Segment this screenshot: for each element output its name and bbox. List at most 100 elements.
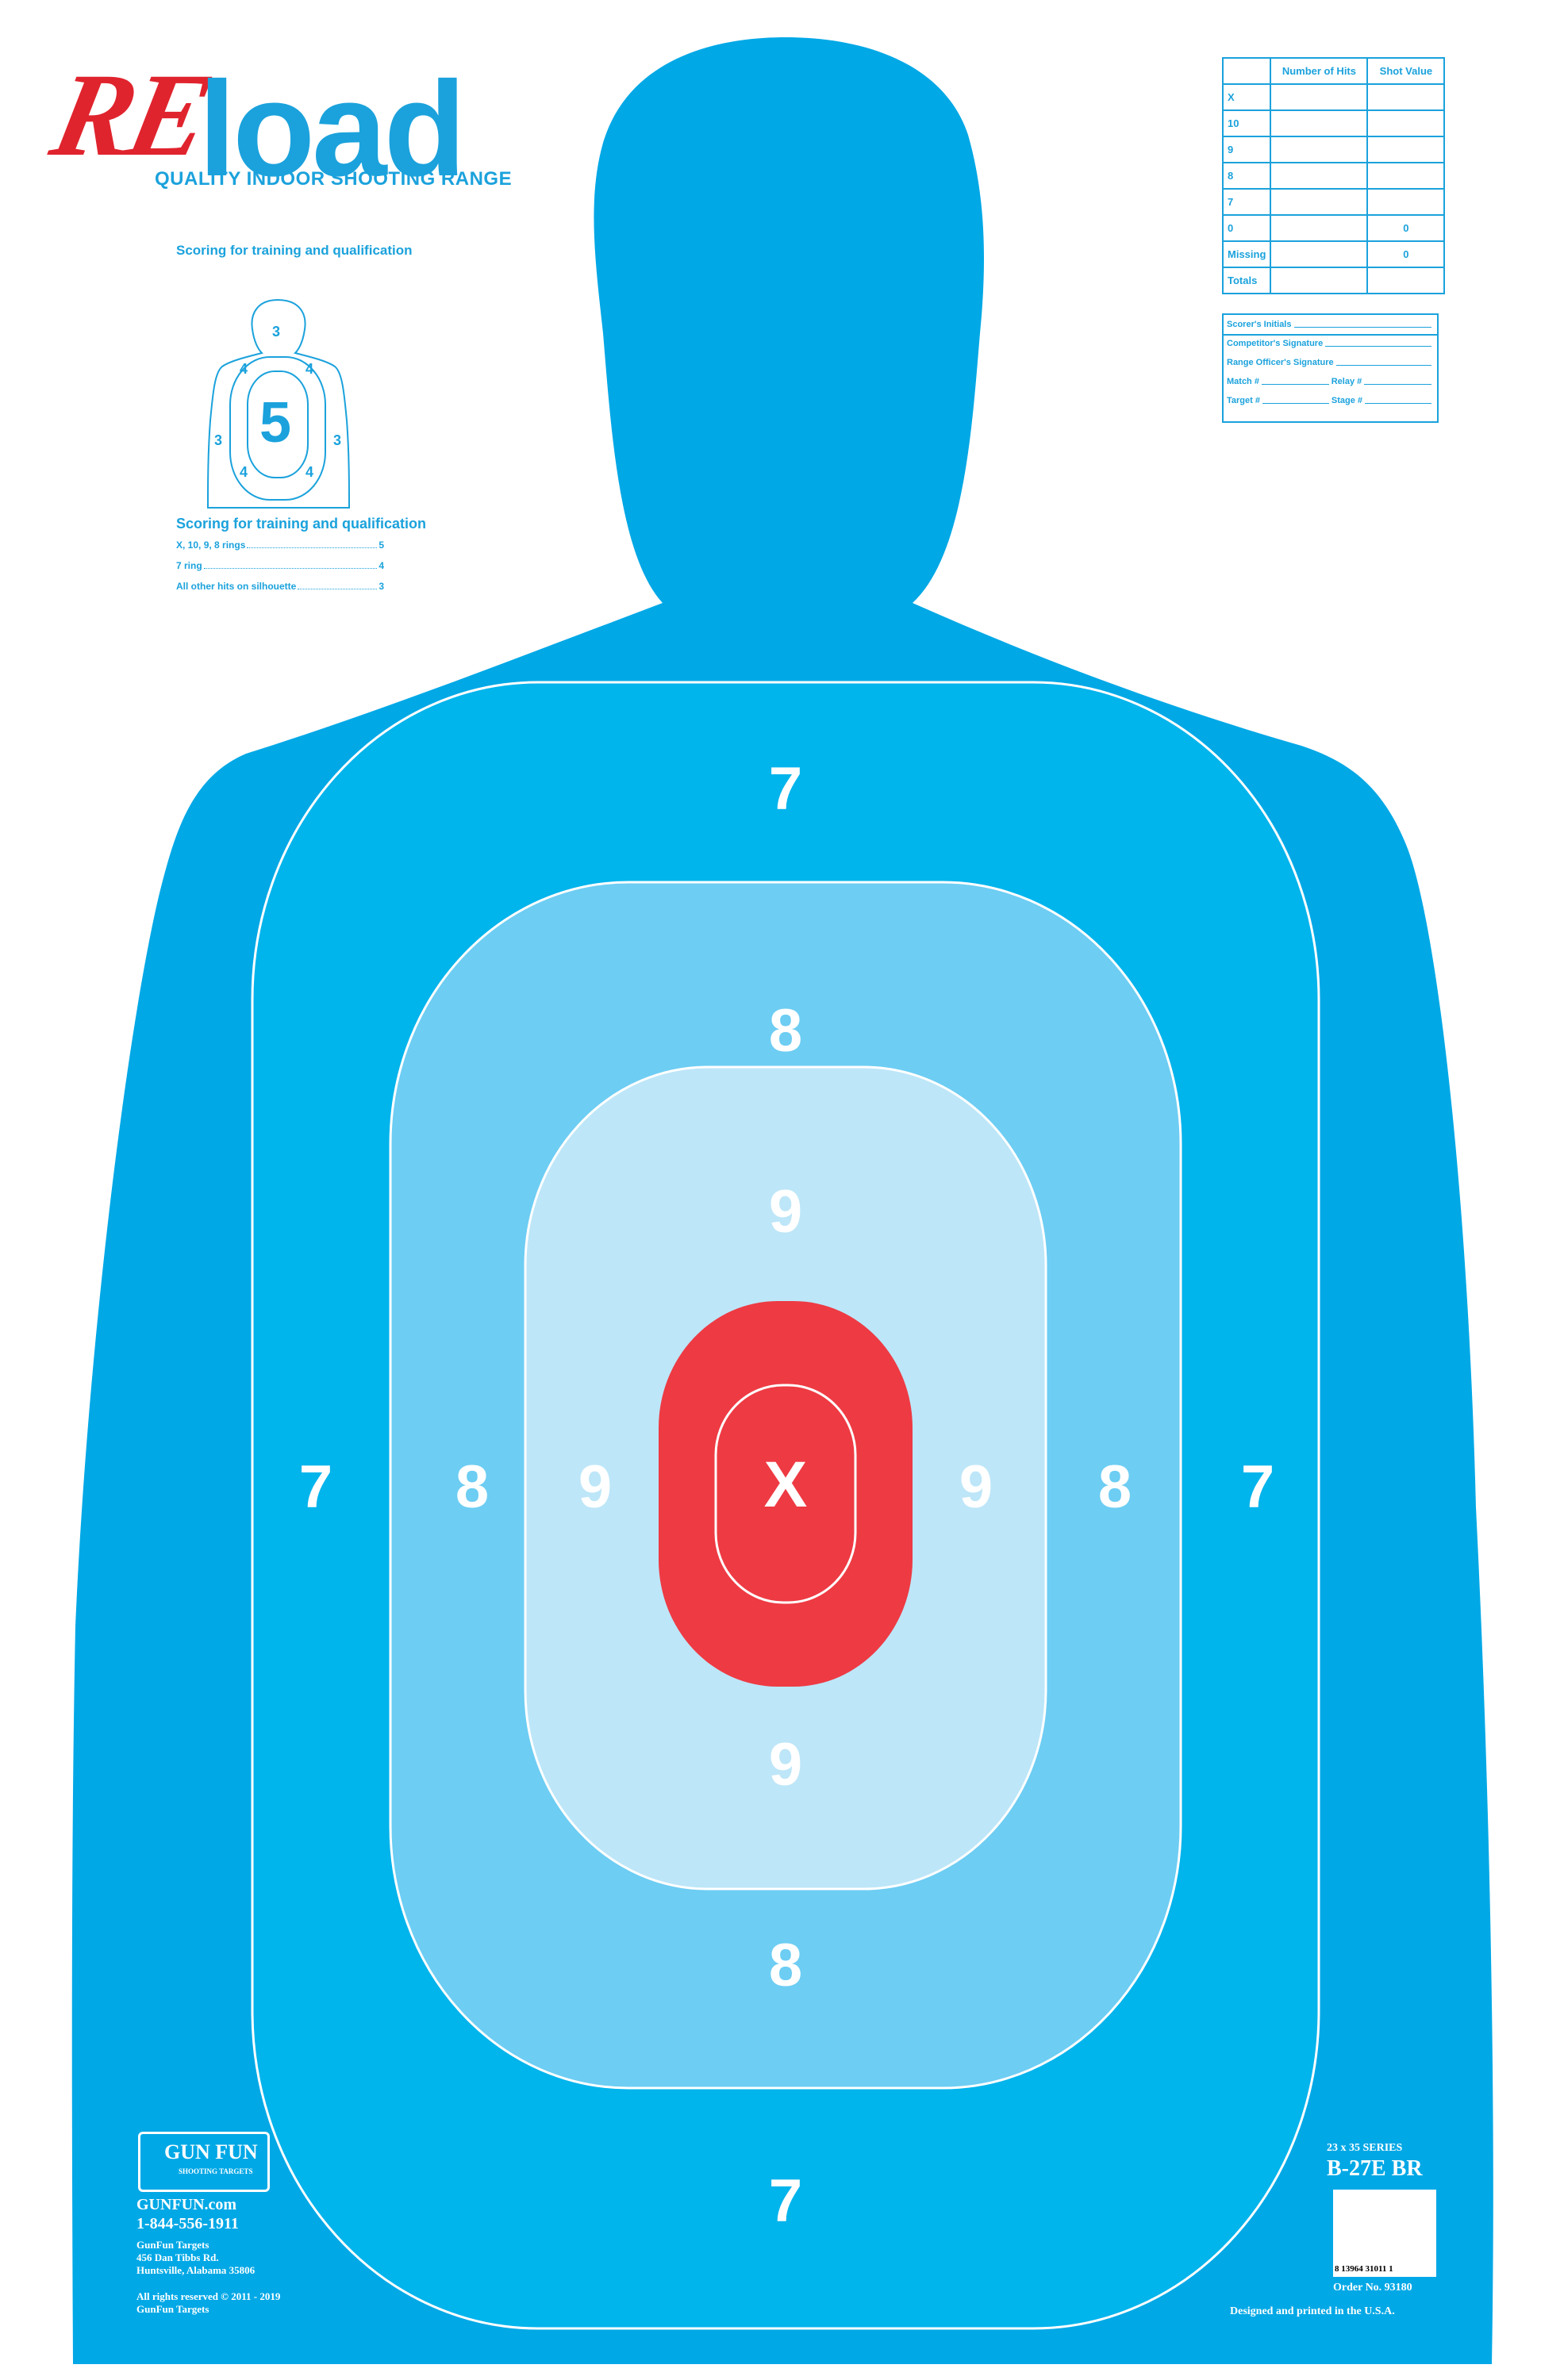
target-label: Target #: [1227, 396, 1260, 405]
gunfun-logo: GUN FUN SHOOTING TARGETS: [138, 2132, 270, 2192]
stage-label: Stage #: [1331, 396, 1363, 405]
mini-label-lower-left: 4: [240, 464, 248, 480]
mini-silhouette: [206, 298, 351, 509]
mini-label-left: 3: [214, 432, 223, 448]
rule-label: 7 ring: [176, 560, 202, 571]
value-cell[interactable]: [1366, 162, 1446, 190]
rights-text: All rights reserved © 2011 - 2019: [136, 2290, 281, 2302]
rule-value: 5: [379, 539, 384, 551]
logo-tagline: QUALITY INDOOR SHOOTING RANGE: [155, 168, 513, 190]
match-label: Match #: [1227, 377, 1259, 386]
value-cell[interactable]: [1366, 188, 1446, 216]
phone: 1-844-556-1911: [136, 2215, 239, 2232]
ring-label-7-left: 7: [298, 1453, 333, 1521]
ring-label-7-right: 7: [1240, 1453, 1275, 1521]
gunfun-logo-subtext: SHOOTING TARGETS: [179, 2167, 253, 2175]
value-cell[interactable]: 0: [1366, 214, 1446, 242]
hits-cell[interactable]: [1270, 109, 1369, 137]
rule-row: All other hits on silhouette 3: [176, 581, 384, 592]
hits-cell[interactable]: [1270, 267, 1369, 294]
table-row: Totals: [1221, 267, 1446, 294]
ring-label-7-bottom: 7: [768, 2167, 803, 2235]
header-cell: Shot Value: [1366, 57, 1446, 85]
table-row: 8: [1221, 162, 1446, 190]
value-cell[interactable]: [1366, 267, 1446, 294]
ring-label-8-right: 8: [1097, 1453, 1132, 1521]
rule-row: X, 10, 9, 8 rings 5: [176, 539, 384, 551]
website[interactable]: GUNFUN.com: [136, 2196, 237, 2213]
logo-load: load: [198, 54, 466, 205]
match-relay-field[interactable]: Match # Relay #: [1227, 377, 1434, 386]
hits-cell[interactable]: [1270, 240, 1369, 268]
ring-label-7-top: 7: [768, 755, 803, 823]
table-row: Missing 0: [1221, 240, 1446, 268]
hits-cell[interactable]: [1270, 188, 1369, 216]
scoring-title: Scoring for training and qualification: [176, 243, 413, 258]
row-label: 7: [1221, 188, 1272, 216]
value-cell[interactable]: [1366, 83, 1446, 111]
mini-label-upper-right: 4: [305, 361, 314, 377]
city-address: Huntsville, Alabama 35806: [136, 2264, 256, 2276]
header-cell: Number of Hits: [1270, 57, 1369, 85]
ring-label-8-left: 8: [455, 1453, 490, 1521]
table-row: 9: [1221, 136, 1446, 163]
ring-label-9-bottom: 9: [768, 1731, 803, 1798]
row-label: 9: [1221, 136, 1272, 163]
rights-owner: GunFun Targets: [136, 2303, 209, 2315]
mini-label-top: 3: [272, 324, 281, 340]
competitor-signature-label: Competitor's Signature: [1227, 339, 1324, 348]
hits-cell[interactable]: [1270, 136, 1369, 163]
ring-label-9-top: 9: [768, 1178, 803, 1246]
hits-cell[interactable]: [1270, 214, 1369, 242]
range-officer-signature-field[interactable]: Range Officer's Signature: [1227, 358, 1434, 367]
scorer-initials-field[interactable]: Scorer's Initials: [1227, 320, 1434, 329]
gunfun-logo-text: GUN FUN: [164, 2140, 258, 2163]
hits-cell[interactable]: [1270, 162, 1369, 190]
scorer-initials-label: Scorer's Initials: [1227, 320, 1292, 329]
value-cell[interactable]: 0: [1366, 240, 1446, 268]
ring-x-inner: [714, 1384, 857, 1604]
score-table-header: Number of Hits Shot Value: [1221, 57, 1446, 85]
value-cell[interactable]: [1366, 109, 1446, 137]
rule-row: 7 ring 4: [176, 560, 384, 571]
mini-ring-outer: [229, 356, 326, 501]
rule-value: 3: [379, 581, 384, 592]
ring-label-x: X: [763, 1449, 808, 1521]
barcode-digits: 8 13964 31011 1: [1335, 2264, 1393, 2274]
ring-label-8-bottom: 8: [768, 1932, 803, 1999]
row-label: X: [1221, 83, 1272, 111]
company-name: GunFun Targets: [136, 2239, 209, 2251]
hits-cell[interactable]: [1270, 83, 1369, 111]
row-label: Totals: [1221, 267, 1272, 294]
scoring-title-2: Scoring for training and qualification: [176, 516, 427, 532]
row-label: 10: [1221, 109, 1272, 137]
logo-re: RE: [41, 49, 219, 181]
model-label: B-27E BR: [1327, 2156, 1423, 2181]
barcode: [1333, 2190, 1436, 2277]
mini-label-upper-left: 4: [240, 361, 248, 377]
mini-label-right: 3: [333, 432, 342, 448]
row-label: 8: [1221, 162, 1272, 190]
ring-x: [659, 1301, 913, 1687]
rule-label: X, 10, 9, 8 rings: [176, 539, 246, 551]
mini-center-label: 5: [259, 391, 292, 455]
rule-label: All other hits on silhouette: [176, 581, 297, 592]
table-row: 7: [1221, 188, 1446, 216]
series-label: 23 x 35 SERIES: [1327, 2142, 1403, 2154]
competitor-signature-field[interactable]: Competitor's Signature: [1227, 339, 1434, 348]
rule-value: 4: [379, 560, 384, 571]
ring-label-9-right: 9: [959, 1453, 993, 1521]
ring-label-8-top: 8: [768, 997, 803, 1065]
row-label: Missing: [1221, 240, 1272, 268]
ring-label-9-left: 9: [578, 1453, 613, 1521]
table-row: 10: [1221, 109, 1446, 137]
row-label: 0: [1221, 214, 1272, 242]
relay-label: Relay #: [1331, 377, 1362, 386]
table-row: X: [1221, 83, 1446, 111]
header-cell: [1221, 57, 1272, 85]
target-stage-field[interactable]: Target # Stage #: [1227, 396, 1434, 405]
signature-box: Scorer's Initials Competitor's Signature…: [1222, 313, 1439, 423]
value-cell[interactable]: [1366, 136, 1446, 163]
